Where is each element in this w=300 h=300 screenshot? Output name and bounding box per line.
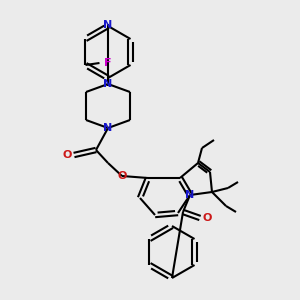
Text: O: O: [62, 150, 72, 160]
Text: N: N: [103, 79, 112, 89]
Text: F: F: [104, 58, 112, 68]
Text: O: O: [117, 171, 127, 181]
Text: N: N: [103, 123, 112, 133]
Text: N: N: [185, 190, 195, 200]
Text: O: O: [202, 213, 212, 223]
Text: N: N: [103, 20, 112, 30]
